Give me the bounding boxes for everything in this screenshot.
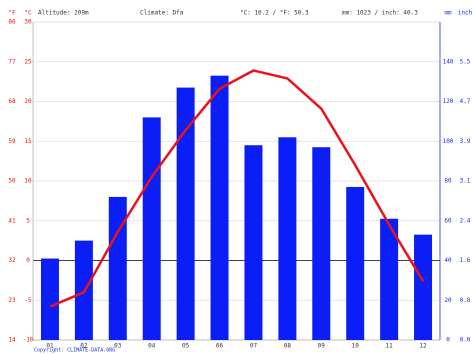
f-tick-label: 86 xyxy=(8,19,16,26)
precip-bar xyxy=(40,258,59,340)
x-tick-label: 05 xyxy=(182,343,190,350)
x-tick-label: 03 xyxy=(114,343,122,350)
c-tick-label: 0 xyxy=(26,257,30,264)
precip-bar xyxy=(278,137,297,340)
x-tick-label: 06 xyxy=(216,343,224,350)
precip-bar xyxy=(142,117,161,341)
precip-bar xyxy=(414,234,433,340)
precip-bar xyxy=(108,196,127,340)
inch-unit: inch xyxy=(458,10,473,17)
mm-tick-label: 20 xyxy=(444,297,452,304)
mm-tick-label: 120 xyxy=(443,98,454,105)
f-tick-label: 32 xyxy=(8,257,16,264)
x-tick-label: 10 xyxy=(352,343,360,350)
c-tick-label: 20 xyxy=(24,98,32,105)
inch-tick-label: 2.4 xyxy=(460,217,471,224)
mm-unit: mm xyxy=(444,10,452,17)
inch-tick-label: 0.0 xyxy=(460,337,471,344)
mm-tick-label: 40 xyxy=(444,257,452,264)
mm-tick-label: 80 xyxy=(444,178,452,185)
temp-line xyxy=(49,69,425,308)
x-tick-label: 02 xyxy=(80,343,88,350)
precip-bar xyxy=(380,218,399,340)
f-tick-label: 59 xyxy=(8,138,16,145)
copyright: Copyright: CLIMATE-DATA.ORG xyxy=(34,348,115,354)
mm-tick-label: 140 xyxy=(443,58,454,65)
f-tick-label: 77 xyxy=(8,58,16,65)
f-tick-label: 68 xyxy=(8,98,16,105)
c-unit: °C xyxy=(24,10,32,17)
f-tick-label: 50 xyxy=(8,178,16,185)
precip-bar xyxy=(346,186,365,340)
inch-tick-label: 3.9 xyxy=(460,138,471,145)
c-tick-label: 10 xyxy=(24,178,32,185)
inch-tick-label: 1.6 xyxy=(460,257,471,264)
mm-tick-label: 100 xyxy=(443,138,454,145)
f-tick-label: 23 xyxy=(8,297,16,304)
f-tick-label: 14 xyxy=(8,337,16,344)
x-tick-label: 09 xyxy=(318,343,326,350)
c-tick-label: 5 xyxy=(26,217,30,224)
f-unit: °F xyxy=(8,10,16,17)
inch-tick-label: 5.5 xyxy=(460,58,471,65)
f-tick-label: 41 xyxy=(8,217,16,224)
x-tick-label: 04 xyxy=(148,343,156,350)
inch-tick-label: 3.1 xyxy=(460,178,471,185)
precip-bar xyxy=(244,145,263,340)
precip-bar xyxy=(210,75,229,340)
precip-bar xyxy=(176,87,195,341)
climate: Climate: Dfa xyxy=(140,10,184,17)
inch-tick-label: 4.7 xyxy=(460,98,471,105)
precip-bar xyxy=(312,147,331,340)
c-tick-label: 15 xyxy=(24,138,32,145)
inch-tick-label: 0.8 xyxy=(460,297,471,304)
x-tick-label: 01 xyxy=(46,343,54,350)
x-tick-label: 08 xyxy=(284,343,292,350)
x-tick-label: 07 xyxy=(250,343,258,350)
x-tick-label: 12 xyxy=(419,343,427,350)
mm-tick-label: 60 xyxy=(444,217,452,224)
temp-mean: °C: 10.2 / °F: 50.3 xyxy=(240,10,309,17)
c-tick-label: -10 xyxy=(23,337,34,344)
x-tick-label: 11 xyxy=(386,343,394,350)
altitude: Altitude: 209m xyxy=(38,10,89,17)
c-tick-label: 25 xyxy=(24,58,32,65)
mm-tick-label: 0 xyxy=(446,337,450,344)
c-tick-label: 30 xyxy=(24,19,32,26)
precip-total: mm: 1023 / inch: 40.3 xyxy=(342,10,418,17)
c-tick-label: -5 xyxy=(24,297,32,304)
